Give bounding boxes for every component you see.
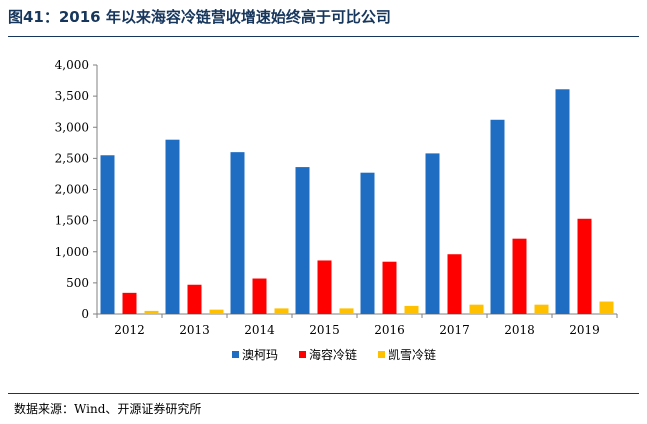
x-tick-label: 2012 [114, 323, 145, 337]
bar [425, 153, 440, 314]
bar [360, 172, 375, 314]
bar [144, 310, 159, 314]
x-tick-label: 2017 [439, 323, 470, 337]
footer-rule [8, 393, 639, 394]
title-rule [8, 36, 639, 37]
x-tick-label: 2014 [244, 323, 275, 337]
bar [339, 308, 354, 314]
bar [295, 167, 310, 314]
chart-title: 图41：2016 年以来海容冷链营收增速始终高于可比公司 [8, 8, 391, 26]
y-tick-label: 1,500 [55, 214, 89, 228]
source-note: 数据来源：Wind、开源证券研究所 [14, 402, 202, 416]
bar [100, 155, 115, 314]
legend-label: 凯雪冷链 [388, 347, 436, 362]
y-tick-label: 3,000 [55, 120, 89, 134]
bar [382, 261, 397, 314]
x-tick-label: 2013 [179, 323, 210, 337]
y-tick-label: 500 [66, 276, 89, 290]
legend-swatch [299, 351, 306, 358]
y-tick-label: 1,000 [55, 245, 89, 259]
bar [469, 304, 484, 314]
bar [165, 139, 180, 314]
bar [404, 305, 419, 314]
bar [209, 309, 224, 314]
legend-label: 澳柯玛 [242, 348, 278, 362]
bar [490, 119, 505, 314]
bar [317, 260, 332, 314]
x-tick-label: 2018 [504, 323, 535, 337]
bar [447, 254, 462, 314]
bar [599, 301, 614, 314]
y-tick-label: 2,000 [55, 183, 89, 197]
y-tick-label: 4,000 [55, 58, 89, 72]
bar [577, 218, 592, 314]
bar [187, 284, 202, 314]
bar [230, 152, 245, 314]
y-tick-label: 2,500 [55, 151, 89, 165]
y-tick-label: 3,500 [55, 89, 89, 103]
x-tick-label: 2015 [309, 323, 340, 337]
bar [534, 304, 549, 314]
bar [122, 292, 137, 314]
x-tick-label: 2019 [569, 323, 600, 337]
y-tick-label: 0 [81, 307, 89, 321]
bar [252, 278, 267, 314]
bar [512, 238, 527, 314]
legend-swatch [232, 351, 239, 358]
bar [274, 308, 289, 314]
x-tick-label: 2016 [374, 323, 405, 337]
legend-swatch [378, 351, 385, 358]
legend-label: 海容冷链 [309, 347, 357, 362]
bar [555, 89, 570, 314]
